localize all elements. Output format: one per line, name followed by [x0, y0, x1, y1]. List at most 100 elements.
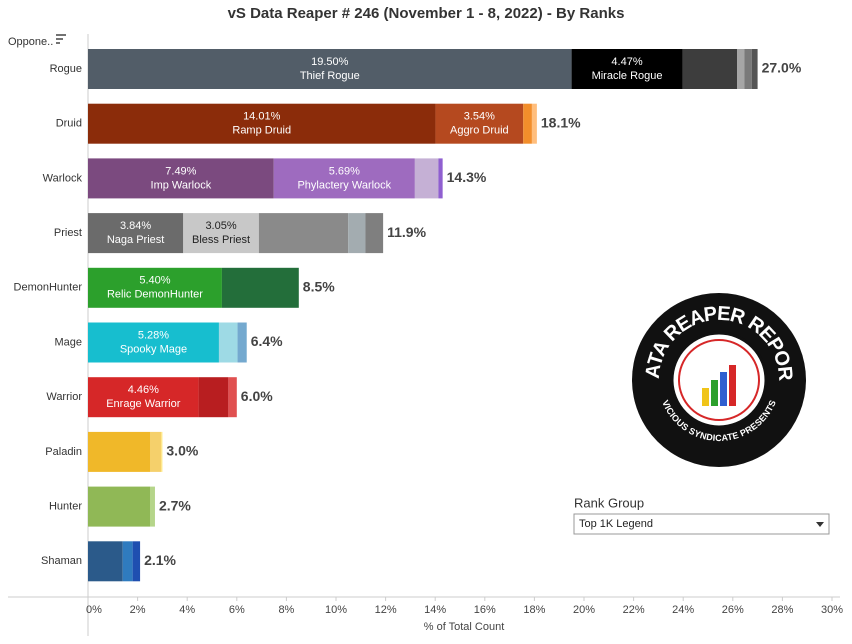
x-tick-label: 18% — [523, 604, 545, 616]
bar-segment — [88, 213, 184, 254]
x-tick-label: 26% — [722, 604, 744, 616]
bar-segment — [88, 49, 572, 89]
data-label: 19.50% — [311, 56, 349, 68]
sort-icon[interactable] — [56, 34, 66, 44]
data-label: 5.28% — [138, 329, 169, 341]
data-label: 4.46% — [128, 384, 159, 396]
data-label: 7.49% — [165, 165, 196, 177]
total-label: 14.3% — [447, 169, 487, 185]
bar-segment — [751, 49, 758, 89]
sort-label[interactable]: Oppone.. — [8, 36, 53, 48]
data-label: 3.54% — [464, 111, 495, 123]
x-tick-label: 30% — [821, 604, 843, 616]
x-tick-label: 6% — [229, 604, 245, 616]
x-axis-title: % of Total Count — [424, 621, 505, 633]
total-label: 2.7% — [159, 497, 191, 513]
x-tick-label: 22% — [623, 604, 645, 616]
total-label: 2.1% — [144, 552, 176, 568]
total-label: 6.4% — [251, 333, 283, 349]
y-tick-label: Hunter — [49, 501, 82, 513]
x-tick-label: 14% — [424, 604, 446, 616]
x-tick-label: 28% — [771, 604, 793, 616]
chart-title: vS Data Reaper # 246 (November 1 - 8, 20… — [228, 5, 625, 22]
bar-segment — [88, 486, 150, 527]
bar-segment — [531, 103, 537, 144]
y-tick-label: Priest — [54, 227, 82, 239]
dropdown-arrow[interactable] — [816, 522, 824, 527]
filter-value[interactable]: Top 1K Legend — [579, 518, 653, 530]
bar-segment — [737, 49, 745, 89]
bar-segment — [438, 158, 443, 199]
bar-segment — [682, 49, 738, 89]
bar-segment — [414, 158, 439, 199]
bar-segment — [237, 322, 247, 363]
y-tick-label: Mage — [54, 336, 82, 348]
bar-segment — [161, 431, 163, 472]
total-label: 18.1% — [541, 114, 581, 130]
x-tick-label: 4% — [179, 604, 195, 616]
bar-segment — [88, 431, 150, 472]
filter-dropdown[interactable] — [573, 513, 830, 535]
bar-segment — [88, 158, 274, 199]
bar-segment — [221, 267, 299, 308]
segment-name: Thief Rogue — [300, 70, 360, 82]
data-label: 5.40% — [139, 275, 170, 287]
bar-segment — [228, 377, 237, 418]
segment-name: Relic DemonHunter — [107, 289, 203, 301]
bar-segment — [198, 377, 229, 418]
segment-name: Aggro Druid — [450, 125, 509, 137]
y-tick-label: Rogue — [50, 63, 82, 75]
segment-name: Enrage Warrior — [106, 398, 181, 410]
bar-segment — [571, 49, 683, 89]
y-tick-label: Warlock — [43, 172, 83, 184]
data-label: 4.47% — [611, 56, 642, 68]
bar-segment — [435, 103, 524, 144]
x-tick-label: 12% — [375, 604, 397, 616]
segment-name: Spooky Mage — [120, 343, 187, 355]
segment-name: Phylactery Warlock — [297, 179, 391, 191]
total-label: 3.0% — [166, 443, 198, 459]
x-tick-label: 2% — [130, 604, 146, 616]
segment-name: Miracle Rogue — [592, 70, 663, 82]
bar-segment — [348, 213, 366, 254]
segment-name: Naga Priest — [107, 234, 164, 246]
total-label: 8.5% — [303, 279, 335, 295]
bar-segment — [365, 213, 384, 254]
segment-name: Bless Priest — [192, 234, 250, 246]
bar-segment — [88, 103, 436, 144]
data-label: 14.01% — [243, 111, 281, 123]
data-label: 5.69% — [329, 165, 360, 177]
bar-segment — [150, 431, 162, 472]
bar-segment — [88, 322, 219, 363]
bar-segment — [88, 541, 123, 582]
bar-segment — [183, 213, 259, 254]
segment-name: Imp Warlock — [151, 179, 212, 191]
bar-segment — [122, 541, 133, 582]
bar-segment — [523, 103, 532, 144]
y-tick-label: DemonHunter — [14, 282, 83, 294]
bar-segment — [88, 267, 222, 308]
bar-segment — [218, 322, 238, 363]
segment-name: Ramp Druid — [232, 125, 291, 137]
y-tick-label: Shaman — [41, 555, 82, 567]
x-tick-label: 24% — [672, 604, 694, 616]
y-tick-label: Paladin — [45, 446, 82, 458]
bar-segment — [744, 49, 752, 89]
bar-segment — [258, 213, 349, 254]
y-tick-label: Druid — [56, 118, 82, 130]
total-label: 6.0% — [241, 388, 273, 404]
x-tick-label: 16% — [474, 604, 496, 616]
x-tick-label: 10% — [325, 604, 347, 616]
bar-segment — [132, 541, 141, 582]
data-label: 3.05% — [205, 220, 236, 232]
x-tick-label: 8% — [278, 604, 294, 616]
data-label: 3.84% — [120, 220, 151, 232]
x-tick-label: 0% — [86, 604, 102, 616]
bar-segment — [150, 486, 155, 527]
filter-label: Rank Group — [574, 495, 644, 510]
y-tick-label: Warrior — [46, 391, 82, 403]
x-tick-label: 20% — [573, 604, 595, 616]
total-label: 27.0% — [762, 60, 802, 76]
bar-segment — [273, 158, 415, 199]
